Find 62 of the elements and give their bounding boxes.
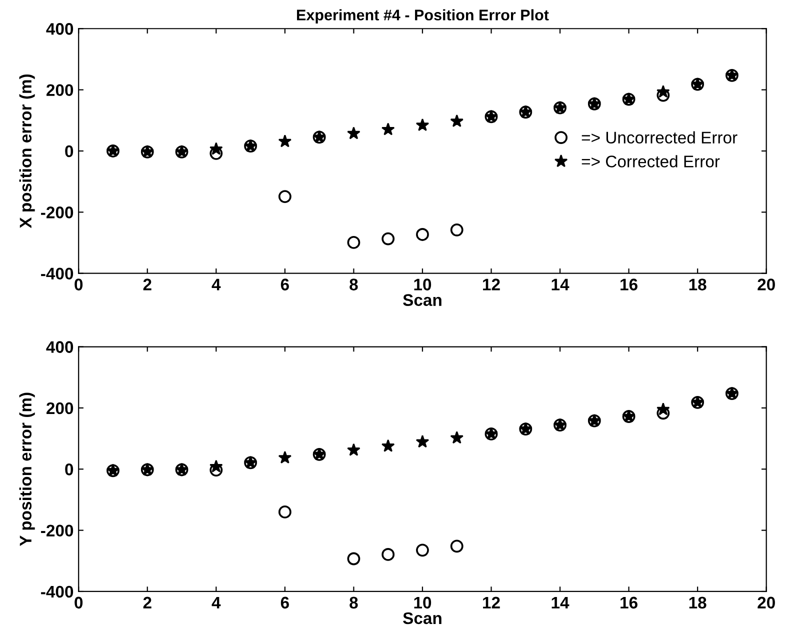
- legend-label: => Uncorrected Error: [582, 131, 738, 144]
- point: [450, 430, 464, 444]
- point: [382, 232, 395, 246]
- point: [656, 88, 670, 102]
- y-tick-label: -200: [41, 524, 74, 537]
- x-tick-label: 16: [620, 596, 638, 609]
- x-tick-label: 2: [143, 596, 152, 608]
- x-tick-label: 14: [552, 278, 570, 290]
- y-tick-label: 200: [46, 84, 74, 96]
- point: [278, 450, 292, 464]
- y-tick-label: -400: [41, 268, 74, 280]
- y-tick-label: 200: [46, 402, 74, 414]
- x-tick-label: 8: [350, 596, 358, 609]
- point: [278, 190, 292, 204]
- x-axis-title: Scan: [403, 612, 442, 624]
- x-tick-label: 12: [483, 596, 500, 608]
- point: [381, 122, 395, 136]
- y-tick-label: 0: [65, 145, 74, 158]
- point: [381, 439, 395, 452]
- x-tick-label: 20: [758, 596, 775, 609]
- y-axis-title: X position error (m): [19, 74, 35, 228]
- x-tick-label: 20: [758, 278, 775, 290]
- x-tick-label: 4: [212, 596, 221, 608]
- point: [656, 406, 670, 420]
- point: [347, 552, 360, 566]
- chart-title: Experiment #4 - Position Error Plot: [297, 9, 549, 24]
- x-tick-label: 14: [552, 596, 570, 608]
- x-tick-label: 2: [143, 278, 152, 290]
- x-tick-label: 6: [280, 596, 289, 609]
- point: [347, 126, 360, 140]
- x-tick-label: 4: [212, 278, 221, 290]
- legend-label: => Corrected Error: [582, 155, 720, 168]
- point: [210, 464, 223, 476]
- point: [416, 228, 429, 241]
- x-tick-label: 18: [689, 278, 706, 290]
- x-tick-label: 0: [74, 278, 83, 290]
- x-tick-label: 8: [350, 278, 358, 290]
- x-tick-label: 6: [280, 278, 289, 290]
- x-tick-label: 18: [689, 596, 706, 609]
- y-tick-label: 400: [46, 341, 74, 353]
- point: [450, 223, 464, 236]
- x-tick-label: 10: [414, 596, 432, 609]
- point: [278, 505, 292, 518]
- point: [347, 236, 360, 249]
- x-tick-label: 10: [414, 278, 432, 290]
- point: [382, 548, 395, 561]
- y-axis-title: Y position error (m): [19, 392, 35, 546]
- point: [347, 443, 360, 456]
- point: [416, 118, 430, 132]
- x-tick-label: 16: [620, 278, 638, 290]
- point: [416, 434, 430, 448]
- x-tick-label: 12: [483, 278, 500, 290]
- point: [450, 114, 464, 128]
- y-tick-label: -200: [41, 206, 74, 218]
- x-tick-label: 0: [74, 596, 83, 609]
- y-tick-label: 0: [65, 464, 74, 476]
- point: [416, 544, 429, 557]
- point: [450, 540, 464, 553]
- y-tick-label: 400: [46, 23, 74, 35]
- point: [278, 134, 292, 148]
- x-axis-title: Scan: [403, 294, 442, 306]
- y-tick-label: -400: [41, 586, 74, 598]
